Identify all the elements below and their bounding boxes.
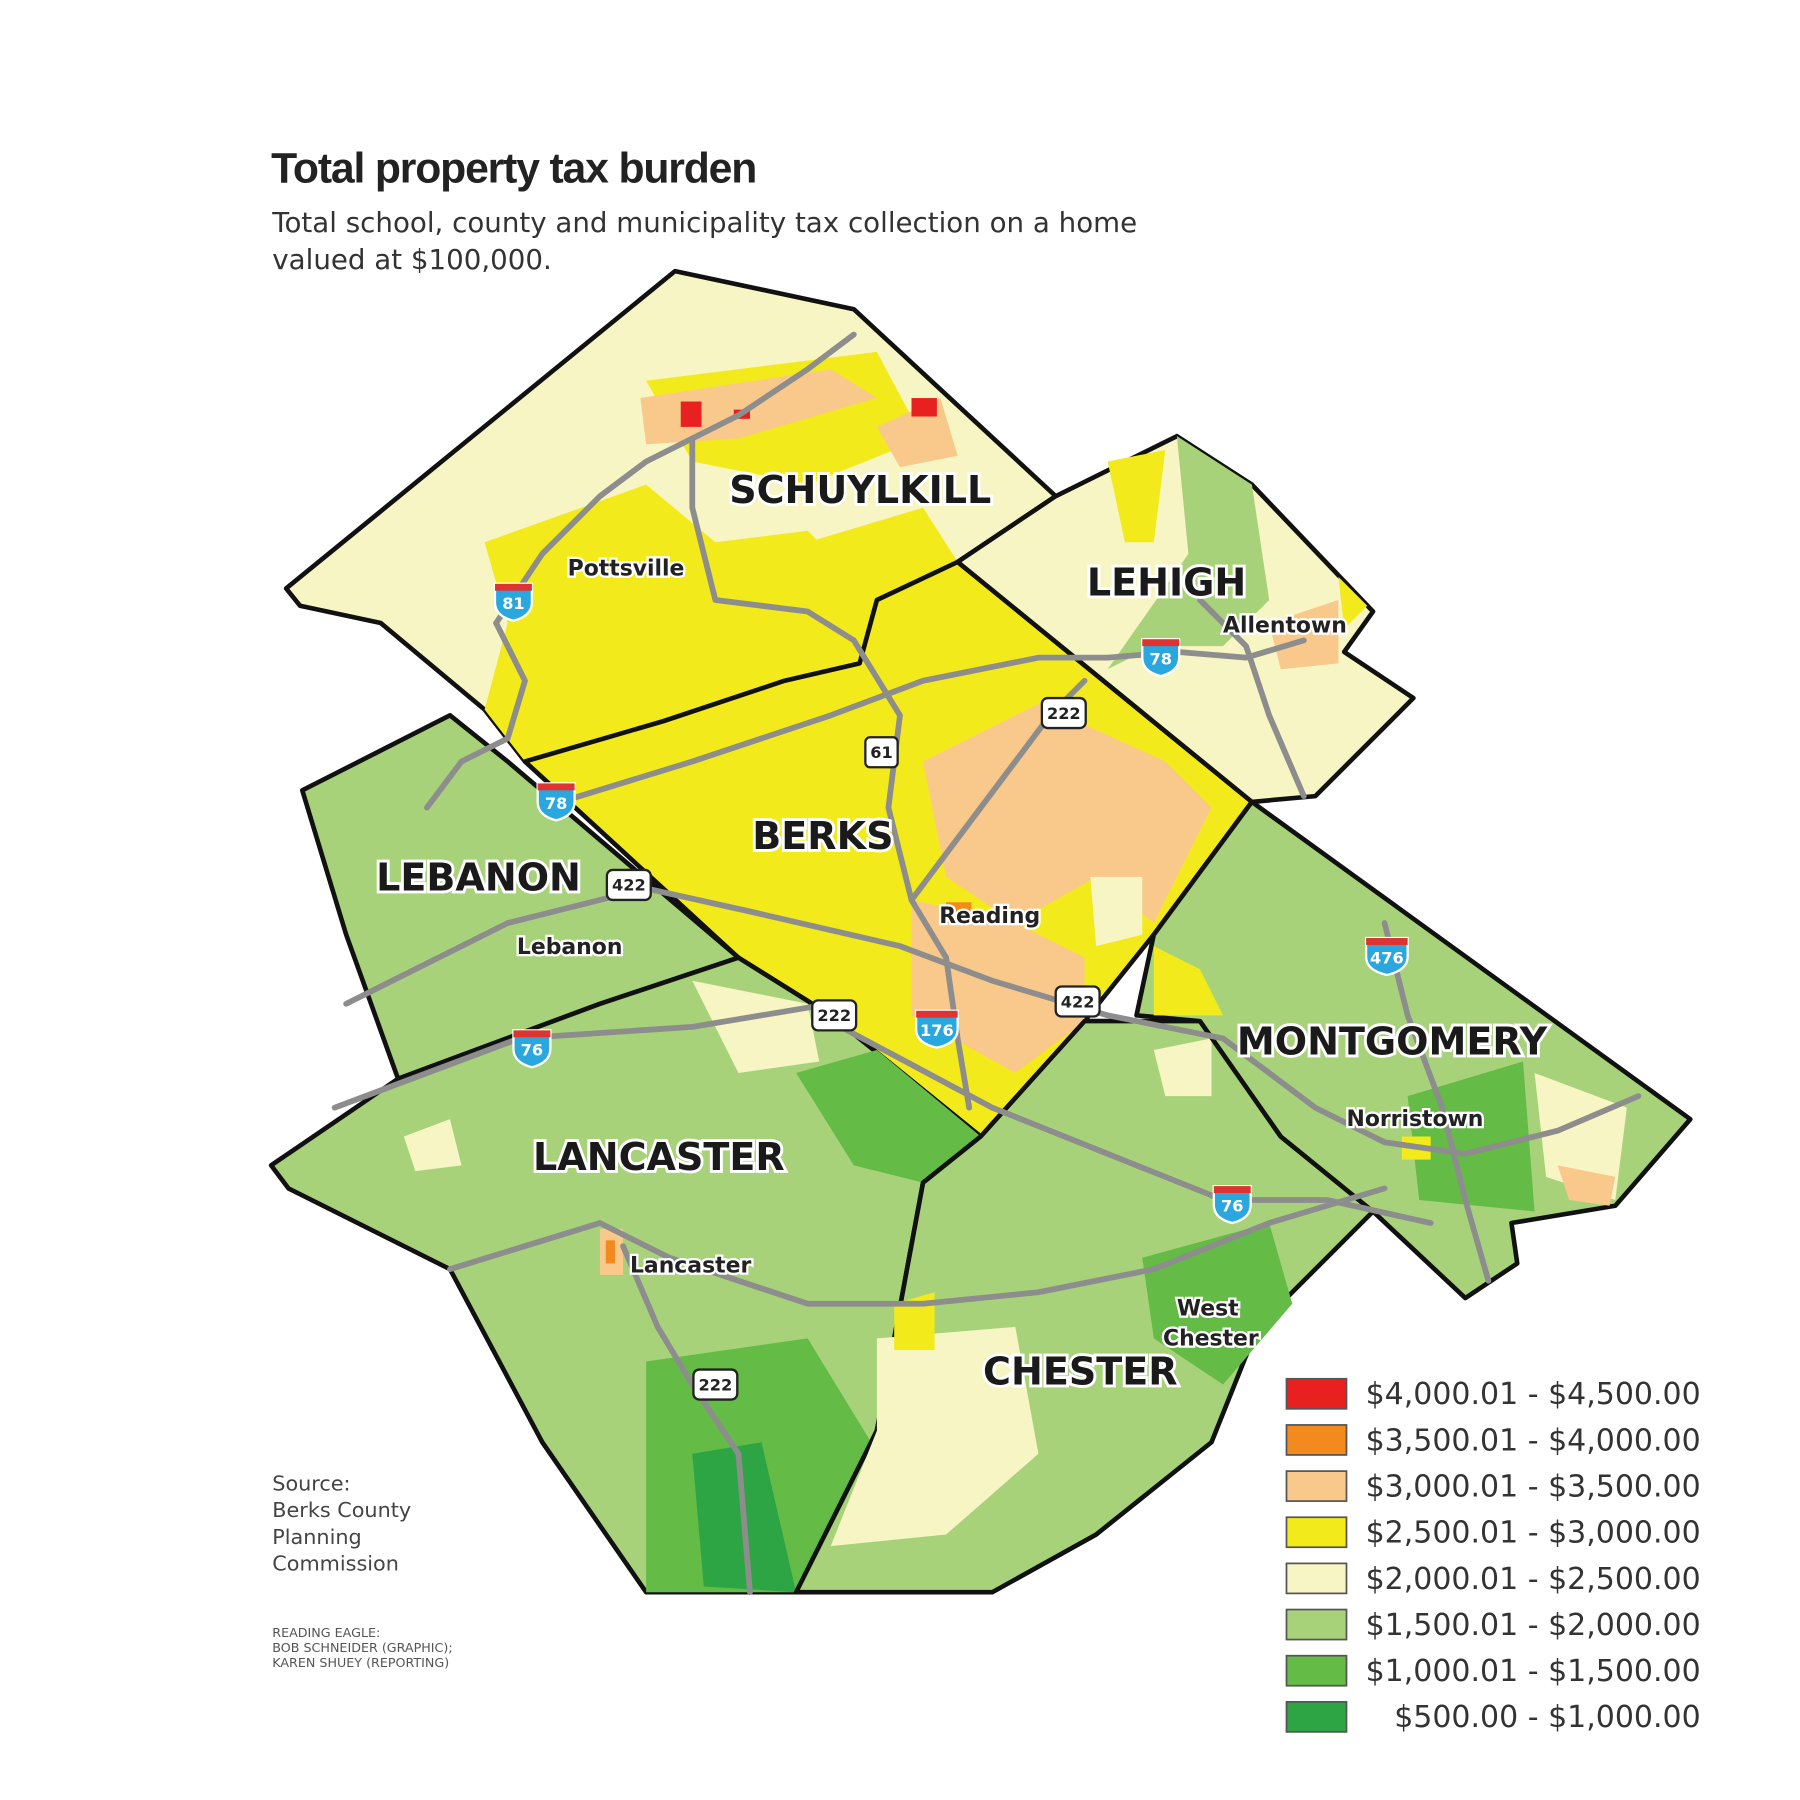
source-note: Source: Berks County Planning Commission xyxy=(272,1472,411,1576)
city-label-lebanon: Lebanon xyxy=(517,935,623,960)
map-subtitle-line2: valued at $100,000. xyxy=(272,243,552,276)
svg-text:KAREN SHUEY (REPORTING): KAREN SHUEY (REPORTING) xyxy=(272,1655,449,1670)
city-label-pottsville: Pottsville xyxy=(568,557,685,582)
svg-text:422: 422 xyxy=(612,876,646,895)
pa-61-shield: 61 xyxy=(864,736,899,769)
county-label-lancaster: LANCASTER xyxy=(533,1135,785,1179)
interstate-78-shield: 78 xyxy=(536,782,576,822)
legend-label: $2,500.01 - $3,000.00 xyxy=(1366,1516,1701,1551)
svg-text:61: 61 xyxy=(870,743,892,762)
city-label-west-chester-2: Chester xyxy=(1163,1326,1259,1351)
svg-text:BOB SCHNEIDER (GRAPHIC);: BOB SCHNEIDER (GRAPHIC); xyxy=(272,1640,452,1655)
berks-patches xyxy=(911,703,1212,1074)
city-label-reading: Reading xyxy=(939,904,1040,929)
svg-text:222: 222 xyxy=(1047,704,1081,723)
us-222-shield: 222 xyxy=(1040,696,1087,730)
svg-text:476: 476 xyxy=(1370,948,1404,967)
svg-text:222: 222 xyxy=(817,1006,851,1025)
interstate-476-shield: 476 xyxy=(1364,936,1409,977)
us-222-shield: 222 xyxy=(692,1368,739,1401)
county-label-montgomery: MONTGOMERY xyxy=(1237,1020,1548,1064)
legend-swatch xyxy=(1285,1424,1348,1456)
legend-swatch xyxy=(1285,1700,1348,1733)
legend-label: $3,000.01 - $3,500.00 xyxy=(1366,1469,1701,1504)
schuylkill-patches xyxy=(484,351,958,762)
svg-text:222: 222 xyxy=(699,1375,733,1394)
interstate-78-shield: 78 xyxy=(1141,638,1181,678)
city-label-allentown: Allentown xyxy=(1223,613,1347,638)
interstate-76-shield: 76 xyxy=(512,1029,552,1069)
city-label-lancaster: Lancaster xyxy=(630,1254,751,1279)
us-422-shield: 422 xyxy=(605,868,652,902)
svg-text:Commission: Commission xyxy=(272,1551,399,1575)
svg-text:76: 76 xyxy=(1221,1196,1243,1215)
city-label-norristown: Norristown xyxy=(1346,1107,1483,1132)
credits: READING EAGLE: BOB SCHNEIDER (GRAPHIC); … xyxy=(272,1625,452,1670)
svg-text:78: 78 xyxy=(545,794,567,813)
legend-swatch xyxy=(1285,1377,1348,1410)
city-label-west-chester: West xyxy=(1177,1296,1239,1321)
svg-text:176: 176 xyxy=(920,1021,954,1040)
legend-swatch xyxy=(1285,1562,1348,1595)
county-label-chester: CHESTER xyxy=(983,1350,1177,1394)
legend-label: $2,000.01 - $2,500.00 xyxy=(1366,1562,1701,1597)
svg-text:READING EAGLE:: READING EAGLE: xyxy=(272,1625,380,1640)
map-subtitle-line1: Total school, county and municipality ta… xyxy=(271,206,1137,239)
interstate-176-shield: 176 xyxy=(914,1009,959,1049)
county-label-lebanon: LEBANON xyxy=(376,856,581,900)
legend-swatch xyxy=(1285,1654,1348,1687)
legend-label: $3,500.01 - $4,000.00 xyxy=(1366,1423,1701,1458)
us-422-shield: 422 xyxy=(1054,985,1101,1018)
legend-label: $500.00 - $1,000.00 xyxy=(1394,1700,1700,1735)
svg-text:Source:: Source: xyxy=(272,1472,350,1496)
legend-label: $1,500.01 - $2,000.00 xyxy=(1366,1608,1701,1643)
us-route-shields: 222 61 422 422 222 222 xyxy=(605,696,1101,1401)
legend-label: $4,000.01 - $4,500.00 xyxy=(1366,1377,1701,1412)
svg-text:422: 422 xyxy=(1061,992,1095,1011)
lehigh-patches xyxy=(1107,436,1368,670)
legend-swatch xyxy=(1285,1516,1348,1549)
legend-swatch xyxy=(1285,1470,1348,1502)
us-222-shield: 222 xyxy=(811,999,858,1032)
svg-text:76: 76 xyxy=(521,1041,543,1060)
legend: $4,000.01 - $4,500.00 $3,500.01 - $4,000.… xyxy=(1285,1377,1701,1735)
county-label-berks: BERKS xyxy=(752,814,893,858)
legend-label: $1,000.01 - $1,500.00 xyxy=(1366,1654,1701,1689)
svg-text:Berks County: Berks County xyxy=(272,1498,411,1522)
county-label-lehigh: LEHIGH xyxy=(1087,560,1246,604)
county-label-schuylkill: SCHUYLKILL xyxy=(729,468,991,512)
interstate-81-shield: 81 xyxy=(493,582,534,622)
map-title: Total property tax burden xyxy=(271,144,756,192)
svg-text:Planning: Planning xyxy=(272,1525,361,1549)
svg-text:81: 81 xyxy=(502,594,524,613)
legend-swatch xyxy=(1285,1608,1348,1641)
interstate-shields: 81 78 78 476 176 76 xyxy=(493,582,1409,1225)
svg-text:78: 78 xyxy=(1149,650,1171,669)
interstate-76-shield: 76 xyxy=(1212,1184,1252,1225)
chester-patches xyxy=(830,1038,1293,1547)
